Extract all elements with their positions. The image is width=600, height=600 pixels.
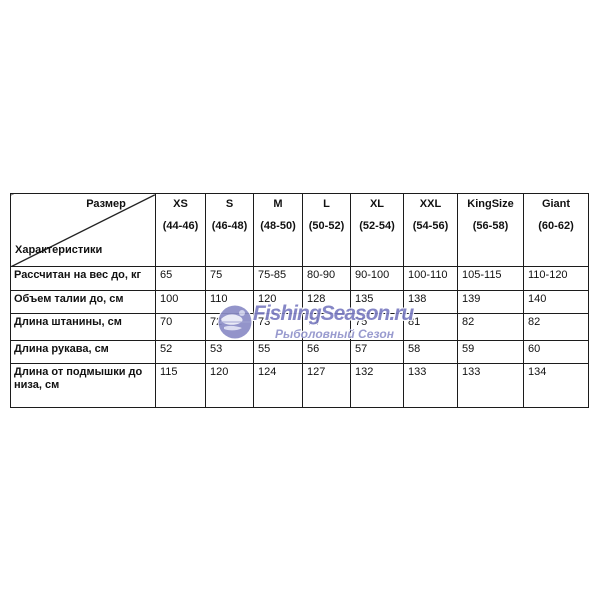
table-row-weight: Рассчитан на вес до, кг 65 75 75-85 80-9… <box>10 266 589 291</box>
column-header-xs: XS (44-46) <box>155 193 206 267</box>
value-cell: 57 <box>350 340 404 364</box>
column-header-m: M (48-50) <box>253 193 303 267</box>
header-row: Размер Характеристики XS (44-46) S (46-4… <box>10 193 589 267</box>
size-label: XL <box>369 198 385 210</box>
value-cell: 100 <box>155 290 206 314</box>
value-cell: 100-110 <box>403 266 458 291</box>
column-header-xl: XL (52-54) <box>350 193 404 267</box>
value-cell: 65 <box>155 266 206 291</box>
column-header-s: S (46-48) <box>205 193 254 267</box>
value-cell: 120 <box>253 290 303 314</box>
size-label: M <box>273 198 283 210</box>
value-cell: 135 <box>350 290 404 314</box>
value-cell: 70 <box>155 313 206 341</box>
size-label: L <box>323 198 330 210</box>
size-range: (50-52) <box>308 220 345 232</box>
value-cell: 73 <box>253 313 303 341</box>
value-cell: 59 <box>457 340 524 364</box>
size-label: XS <box>173 198 188 210</box>
value-cell: 127 <box>302 363 351 408</box>
corner-characteristics-label: Характеристики <box>15 244 103 256</box>
size-label: Giant <box>541 198 571 210</box>
row-label: Длина штанины, см <box>10 313 156 341</box>
value-cell: 132 <box>350 363 404 408</box>
value-cell: 81 <box>403 313 458 341</box>
size-range: (52-54) <box>359 220 395 232</box>
value-cell: 75 <box>350 313 404 341</box>
value-cell: 80-90 <box>302 266 351 291</box>
size-range: (56-58) <box>472 220 509 232</box>
value-cell: 115 <box>155 363 206 408</box>
value-cell: 72 <box>205 313 254 341</box>
size-range: (54-56) <box>412 220 449 232</box>
value-cell: 128 <box>302 290 351 314</box>
column-header-xxl: XXL (54-56) <box>403 193 458 267</box>
corner-size-label: Размер <box>86 198 126 210</box>
row-label: Объем талии до, см <box>10 290 156 314</box>
size-label: KingSize <box>467 198 514 210</box>
value-cell: 105-115 <box>457 266 524 291</box>
value-cell: 110-120 <box>523 266 589 291</box>
table-row-pant-length: Длина штанины, см 70 72 73 74 75 81 82 8… <box>10 313 589 341</box>
value-cell: 90-100 <box>350 266 404 291</box>
value-cell: 124 <box>253 363 303 408</box>
value-cell: 134 <box>523 363 589 408</box>
column-header-kingsize: KingSize (56-58) <box>457 193 524 267</box>
value-cell: 133 <box>457 363 524 408</box>
table-row-armpit-length: Длина от подмышки до низа, см 115 120 12… <box>10 363 589 408</box>
value-cell: 110 <box>205 290 254 314</box>
value-cell: 82 <box>523 313 589 341</box>
size-range: (44-46) <box>162 220 199 232</box>
value-cell: 140 <box>523 290 589 314</box>
value-cell: 53 <box>205 340 254 364</box>
row-label: Длина от подмышки до низа, см <box>10 363 156 408</box>
value-cell: 138 <box>403 290 458 314</box>
table-row-sleeve-length: Длина рукава, см 52 53 55 56 57 58 59 60 <box>10 340 589 364</box>
value-cell: 120 <box>205 363 254 408</box>
size-chart-table: Размер Характеристики XS (44-46) S (46-4… <box>10 193 589 408</box>
column-header-l: L (50-52) <box>302 193 351 267</box>
corner-cell: Размер Характеристики <box>10 193 156 267</box>
value-cell: 75 <box>205 266 254 291</box>
size-label: S <box>225 198 234 210</box>
size-label: XXL <box>419 198 442 210</box>
size-range: (60-62) <box>538 220 574 232</box>
value-cell: 139 <box>457 290 524 314</box>
size-range: (46-48) <box>211 220 248 232</box>
column-header-giant: Giant (60-62) <box>523 193 589 267</box>
table-row-waist: Объем талии до, см 100 110 120 128 135 1… <box>10 290 589 314</box>
size-range: (48-50) <box>260 220 296 232</box>
value-cell: 74 <box>302 313 351 341</box>
row-label: Рассчитан на вес до, кг <box>10 266 156 291</box>
value-cell: 60 <box>523 340 589 364</box>
value-cell: 82 <box>457 313 524 341</box>
value-cell: 133 <box>403 363 458 408</box>
value-cell: 58 <box>403 340 458 364</box>
value-cell: 55 <box>253 340 303 364</box>
value-cell: 75-85 <box>253 266 303 291</box>
value-cell: 56 <box>302 340 351 364</box>
row-label: Длина рукава, см <box>10 340 156 364</box>
value-cell: 52 <box>155 340 206 364</box>
